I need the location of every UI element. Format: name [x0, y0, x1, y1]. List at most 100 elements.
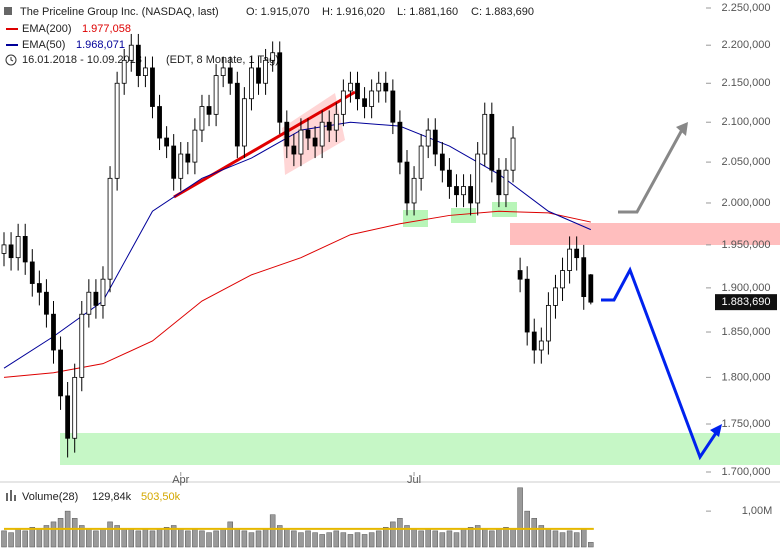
legend-value: 1.977,058 [82, 23, 131, 35]
candle-body [439, 153, 445, 171]
candle-body [454, 186, 459, 196]
projection-arrow-down [601, 266, 720, 461]
clock-icon [5, 54, 17, 66]
trend-line [173, 90, 356, 199]
volume-bar [93, 530, 99, 548]
volume-bar [552, 530, 559, 548]
volume-bar [178, 528, 184, 548]
candle-body [164, 137, 170, 147]
candle-body [44, 291, 49, 315]
candle-body [390, 90, 396, 123]
volume-bar [404, 525, 410, 548]
volume-bar [79, 525, 85, 548]
volume-bar [121, 528, 127, 548]
last-price-box [715, 294, 777, 311]
date-range: 16.01.2018 - 10.09.2018 [22, 54, 142, 66]
candle-body [135, 44, 141, 76]
candle-body [475, 153, 481, 204]
volume-bar [22, 530, 28, 548]
arrow-head [710, 424, 722, 437]
volume-bar [482, 528, 488, 548]
volume-bar [43, 525, 50, 548]
volume-bar [375, 530, 382, 548]
flag-pattern [282, 93, 345, 175]
candle-body [588, 274, 594, 303]
volume-bar [291, 530, 297, 548]
volume-bar [573, 532, 580, 548]
candle-body [305, 129, 311, 139]
volume-bar [199, 530, 205, 548]
volume-icon [10, 490, 12, 501]
projection-arrow-up [618, 127, 685, 214]
volume-bar [333, 530, 340, 548]
candle-body [220, 67, 226, 76]
volume-bar [163, 527, 170, 548]
volume-bar [284, 528, 290, 548]
volume-bar [326, 532, 332, 548]
y-tick-label: 1.900,000 [722, 282, 771, 294]
candle-body [157, 106, 162, 139]
volume-bar [71, 518, 78, 548]
candle-body [234, 82, 240, 147]
volume-bar [489, 530, 495, 548]
candle-body [362, 98, 367, 107]
candle-body [545, 304, 551, 342]
candle-body [376, 82, 382, 92]
volume-bar [432, 530, 439, 548]
candle-body [447, 169, 452, 187]
candle-body [560, 270, 565, 289]
candle-body [411, 177, 417, 204]
candle-body [36, 283, 42, 293]
candle-body [503, 169, 509, 196]
candle-body [404, 161, 410, 204]
volume-bar [135, 530, 142, 548]
volume-bar [298, 532, 304, 548]
volume-bar [580, 528, 587, 548]
volume-bar [340, 532, 347, 548]
volume-bar [305, 530, 311, 548]
arrow-head [676, 122, 688, 136]
candle-body [312, 137, 318, 147]
candle-body [51, 313, 56, 351]
high-label: H: 1.916,020 [322, 6, 385, 18]
candle-body [178, 153, 184, 179]
candle-body [369, 90, 375, 107]
candle-body [432, 129, 438, 155]
volume-bar [234, 528, 241, 548]
volume-bar [588, 542, 594, 548]
candle-body [510, 137, 516, 171]
volume-bar [467, 527, 474, 548]
y-tick-label: 1.800,000 [722, 371, 771, 383]
candle-body [425, 129, 431, 147]
volume-bar [559, 532, 566, 548]
volume-bar [170, 525, 177, 548]
candle-body [256, 67, 261, 84]
candle-body [72, 376, 78, 439]
volume-bar [8, 532, 14, 548]
candle-body [15, 236, 21, 259]
candle-body [277, 52, 283, 123]
candle-body [574, 248, 580, 259]
candle-body [192, 129, 198, 163]
candle-body [355, 82, 360, 100]
y-tick-label: 2.250,000 [722, 2, 771, 14]
volume-current: 129,84k [92, 491, 132, 503]
candle-body [383, 82, 389, 92]
volume-bar [397, 518, 403, 548]
candle-body [241, 98, 247, 147]
legend-value: 1.968,071 [76, 39, 125, 51]
clock-hand [10, 57, 14, 62]
candle-body [121, 59, 127, 84]
volume-bar [213, 530, 219, 548]
volume-bar [248, 532, 255, 548]
volume-bar [50, 521, 57, 548]
volume-bar [57, 518, 64, 548]
candle-body [22, 236, 28, 263]
volume-bar [354, 532, 361, 548]
candle-body [8, 244, 14, 259]
y-tick-label: 2.150,000 [722, 77, 771, 89]
y-tick-label: 1.850,000 [722, 326, 771, 338]
volume-bar [411, 528, 417, 548]
low-label: L: 1.881,160 [397, 6, 458, 18]
